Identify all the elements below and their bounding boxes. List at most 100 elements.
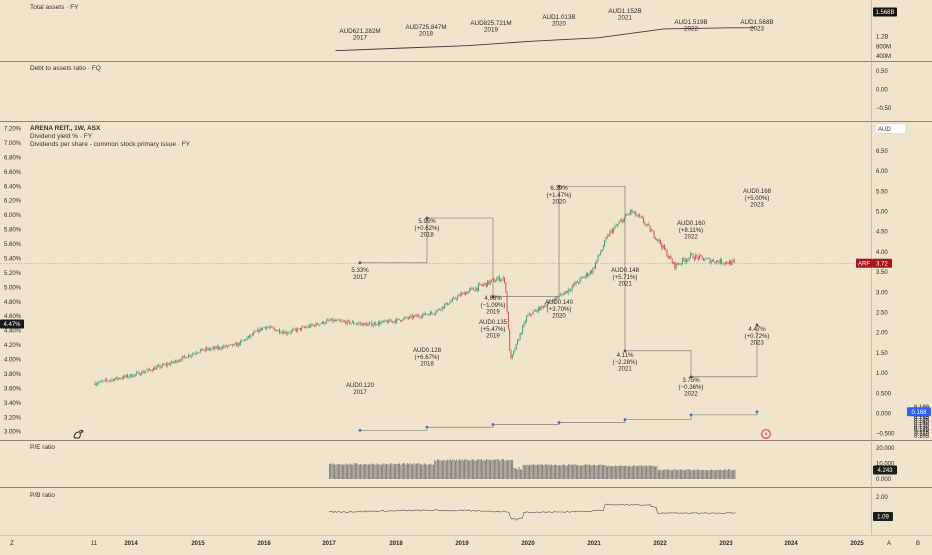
time-axis-label: 11 [91,541,98,547]
debt-ratio-title[interactable]: Debt to assets ratio · FQ [30,65,101,72]
pe-bar [419,463,421,479]
pe-axis-tick: 20.000 [876,446,895,452]
dividend-yield-point[interactable] [755,323,759,327]
symbol-title[interactable]: ARENA REIT., 1W, ASX [30,125,101,132]
dividends-per-share-callout[interactable]: AUD0.128 [413,347,442,354]
price-candle [233,343,235,346]
assets-label-value[interactable]: AUD1.519B [674,19,707,26]
price-candle [715,260,717,264]
price-candle [513,351,515,355]
pe-ratio-pane[interactable]: 20.000 10.000 0.000 4.243 [328,446,897,483]
assets-label-value[interactable]: AUD1.568B [740,19,773,26]
pb-value-badge[interactable]: 1.09 [877,515,889,521]
pe-bar [731,470,733,479]
price-candle [315,323,317,327]
last-price-badge[interactable]: 3.72 [876,261,888,267]
pe-bar [488,459,490,479]
dividends-per-share-point[interactable] [623,418,627,421]
flash-icon[interactable] [761,429,771,439]
assets-label-value[interactable]: AUD725.847M [405,24,446,31]
dividends-per-share-point[interactable] [755,410,759,414]
pb-ratio-pane[interactable]: 2.00 1.09 [328,495,893,521]
timezone-button[interactable]: Z [10,541,14,547]
assets-label-year: 2022 [684,26,699,33]
dividends-per-share-point[interactable] [689,413,693,417]
total-assets-title[interactable]: Total assets · FY [30,4,79,11]
pe-bar [332,463,334,479]
price-candle [635,211,637,216]
pe-bar [612,465,614,479]
currency-button[interactable]: AUD [878,127,891,133]
price-candle [696,254,698,257]
total-assets-line[interactable] [335,27,755,52]
dividends-per-share-callout[interactable]: AUD0.120 [346,382,375,389]
price-candle [357,323,359,325]
time-axis[interactable]: 11 2014 2015 2016 2017 2018 2019 2020 2021 2022 20… [10,541,920,547]
price-candle [415,315,417,317]
price-candle [462,292,464,294]
dividend-yield-point[interactable] [358,261,362,265]
dividends-per-share-point[interactable] [425,425,429,429]
price-candle [192,353,193,356]
pe-bar [564,464,566,479]
pe-bar [596,465,598,479]
dividends-per-share-callout[interactable]: AUD0.135 [479,319,508,326]
dividend-yield-point[interactable] [491,295,495,299]
dividends-per-share-callout[interactable]: AUD0.168 [743,188,772,195]
price-candle [491,279,492,282]
dividend-yield-point[interactable] [557,184,561,188]
dividends-per-share-point[interactable] [358,428,362,432]
price-candle [675,263,677,269]
assets-label-value[interactable]: AUD621.282M [339,28,380,35]
pe-bar [729,469,731,479]
dividend-yield-callout[interactable]: 3.75% [682,377,700,384]
dividends-per-share-badge[interactable]: 0.168 [911,410,927,416]
price-candle [689,253,691,258]
dividends-per-share-series[interactable] [360,411,758,431]
dividend-yield-point[interactable] [425,216,429,220]
price-pane[interactable]: 7.20% 7.00% 6.80% 6.60% 6.40% 6.20% 6.00% 5.80%… [0,123,931,441]
pe-ratio-title[interactable]: P/E ratio [30,444,55,451]
price-candle [537,307,539,312]
pb-ratio-line[interactable] [328,503,736,521]
assets-label-value[interactable]: AUD1.152B [608,8,641,15]
price-candle [502,277,504,279]
log-scale-button[interactable]: B [916,541,920,547]
dividend-yield-callout[interactable]: 4.86% [484,295,502,302]
legend-dividend-yield[interactable]: Dividend yield % · FY [30,133,93,140]
pe-bar [330,463,332,479]
dividends-per-share-callout[interactable]: AUD0.148 [611,267,640,274]
pe-bar [556,465,558,479]
dividends-per-share-point[interactable] [557,421,561,424]
pe-bar [728,469,729,479]
dividend-yield-callout[interactable]: 4.47% [748,326,766,333]
price-candle [706,258,708,259]
assets-label-value[interactable]: AUD1.013B [542,14,575,21]
dividend-yield-point[interactable] [623,349,627,353]
dividends-per-share-point[interactable] [491,423,495,426]
pb-ratio-title[interactable]: P/B ratio [30,492,55,499]
dividend-yield-callout[interactable]: 6.39% [550,185,568,192]
tradingview-logo [73,429,84,439]
pe-bar [497,459,499,479]
legend-dividends-per-share[interactable]: Dividends per share - common stock prima… [30,141,191,148]
dividends-per-share-callout[interactable]: AUD0.160 [677,220,706,227]
pe-value-badge[interactable]: 4.243 [877,468,893,474]
dividend-yield-badge[interactable]: 4.47% [3,322,21,328]
pe-bar [449,459,451,479]
price-candle [305,327,307,328]
dividend-yield-callout[interactable]: 5.33% [351,267,369,274]
auto-scale-button[interactable]: A [887,541,891,547]
pe-bar [422,464,424,479]
assets-value-badge[interactable]: 1.568B [875,10,894,16]
pe-bar [440,460,442,479]
pe-bar [448,460,450,479]
dividends-per-share-callout[interactable]: AUD0.140 [545,299,574,306]
dividend-yield-callout[interactable]: 4.11% [617,352,634,359]
assets-label-value[interactable]: AUD825.721M [470,20,511,27]
dividend-yield-point[interactable] [689,375,693,379]
dividend-yield-callout[interactable]: 5.95% [418,218,436,225]
